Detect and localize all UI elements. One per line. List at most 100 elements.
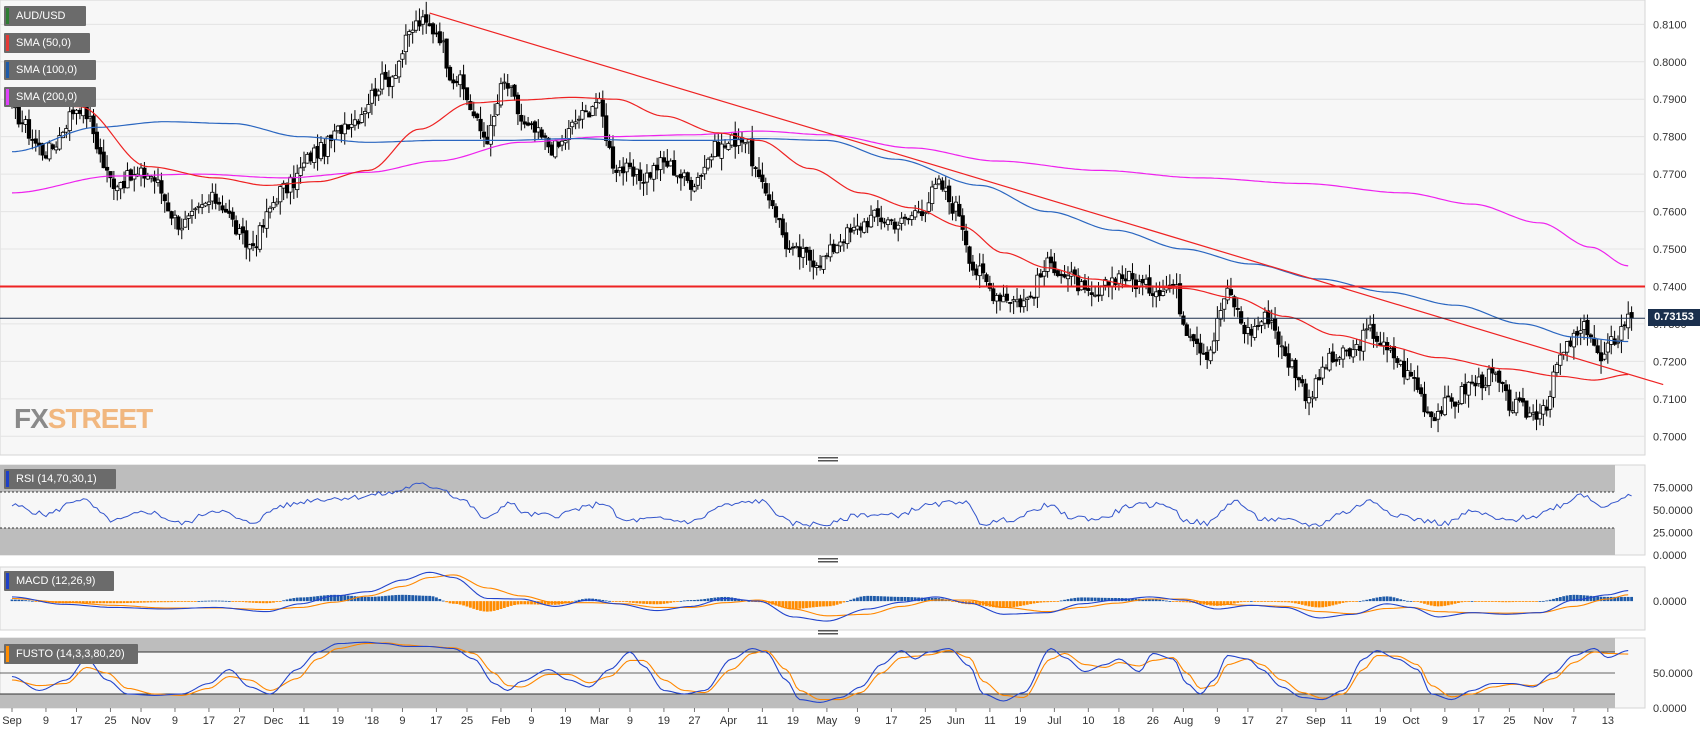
date-tick-label: 25 [461,715,473,727]
candle-body [767,194,772,201]
candle-body [865,221,870,228]
candle-body [43,155,49,159]
candle-body [1130,273,1135,280]
candle-body [1347,348,1352,357]
candle-body [1432,417,1437,422]
candle-body [617,167,622,172]
macd-histogram-bar [1229,601,1233,605]
candle-body [536,127,541,133]
macd-histogram-bar [1198,601,1202,605]
date-tick-label: Nov [1534,715,1554,727]
candle-body [743,142,748,145]
macd-histogram-bar [468,601,472,608]
legend-sma-100[interactable]: SMA (100,0) [4,60,96,80]
legend-fusto[interactable]: FUSTO (14,3,3,80,20) [4,644,138,664]
candle-body [183,218,188,228]
candle-body [1225,287,1230,301]
date-tick-label: May [817,715,838,727]
legend-aud-usd[interactable]: AUD/USD [4,6,86,26]
macd-histogram-bar [822,601,825,607]
candle-body [593,102,599,109]
candle-body [1344,349,1349,352]
macd-histogram-bar [316,596,319,602]
pane-background-macd [0,566,1646,631]
macd-histogram-bar [1531,601,1535,602]
candle-body [1052,261,1057,274]
legend-sma-200[interactable]: SMA (200,0) [4,87,96,107]
candle-body [770,200,775,207]
candle-body [722,145,728,148]
candle-body [132,174,137,180]
legend-sma-50[interactable]: SMA (50,0) [4,33,90,53]
candle-body [1211,340,1217,353]
candle-body [288,176,293,193]
macd-histogram-bar [30,600,34,602]
macd-histogram-bar [1497,601,1501,603]
sma-200-line [11,130,1629,267]
candle-body [994,295,999,302]
candle-body [974,268,979,276]
macd-histogram-bar [479,601,482,611]
candle-body [1337,357,1342,360]
macd-histogram-bar [570,601,574,602]
candle-body [736,139,741,146]
candle-body [1293,359,1298,379]
macd-histogram-bar [859,596,863,602]
candle-body [967,246,972,264]
macd-histogram-bar [92,601,95,604]
candle-body [125,170,130,189]
candle-body [753,167,758,169]
candle-body [468,101,473,111]
macd-histogram-bar [1311,601,1314,607]
macd-histogram-bar [1378,596,1382,602]
candle-body [1371,323,1376,339]
macd-histogram-bar [170,601,173,603]
candle-body [1476,376,1481,385]
macd-histogram-bar [414,595,418,602]
macd-histogram-bar [1103,597,1107,602]
macd-histogram-bar [1317,601,1321,608]
candle-body [1405,370,1410,380]
candle-body [1089,292,1094,295]
macd-histogram-bar [1022,601,1026,606]
macd-histogram-bar [828,601,832,607]
macd-histogram-bar [886,596,890,602]
legend-rsi[interactable]: RSI (14,70,30,1) [4,469,116,489]
macd-histogram-bar [1626,596,1630,602]
legend-macd[interactable]: MACD (12,26,9) [4,571,114,591]
candle-body [1215,318,1220,342]
candle-body [186,215,191,219]
candle-body [953,201,959,212]
candle-body [403,34,408,53]
macd-histogram-bar [974,601,978,605]
macd-histogram-bar [1385,596,1389,602]
macd-histogram-bar [1328,601,1331,607]
macd-histogram-bar [214,600,218,602]
candle-body [396,60,402,78]
candle-body [1514,398,1519,414]
macd-histogram-bar [261,601,265,604]
candle-body [505,83,510,89]
macd-histogram-bar [1042,601,1046,603]
pane-splitter-2-b [818,633,838,635]
candle-body [1469,381,1475,384]
macd-histogram-bar [991,601,995,608]
date-tick-label: Oct [1402,715,1419,727]
candle-body [1425,411,1430,414]
candle-body [576,118,582,121]
candle-body [838,241,843,247]
macd-histogram-bar [988,601,992,607]
candle-body [964,230,969,246]
candle-body [862,221,867,233]
candle-body [1544,406,1549,411]
macd-histogram-bar [1348,601,1352,602]
macd-histogram-bar [173,601,177,603]
macd-histogram-bar [1226,601,1229,605]
candle-body [913,210,918,218]
candle-body [933,183,938,190]
legend-sma-200-swatch [6,89,9,105]
candle-body [478,118,483,132]
price-tick-label: 0.7900 [1653,94,1687,106]
macd-histogram-bar [839,601,842,604]
candle-body [441,40,446,43]
